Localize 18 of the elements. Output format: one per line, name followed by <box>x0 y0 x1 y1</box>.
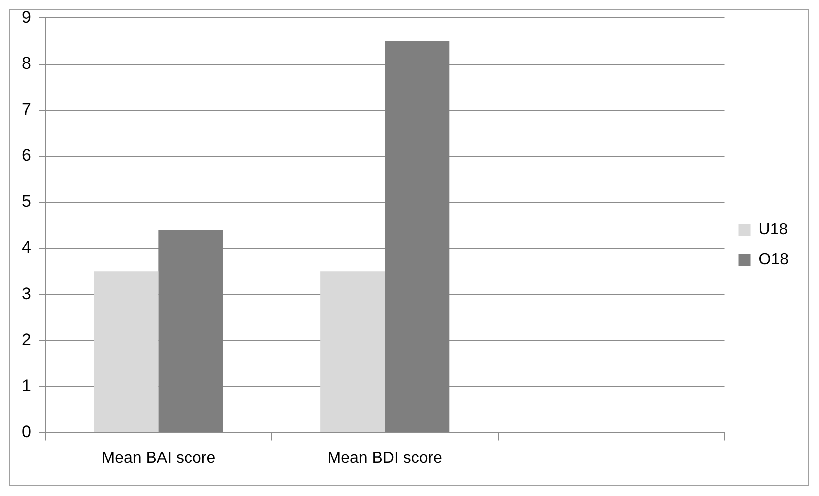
y-tick-label: 5 <box>22 192 32 212</box>
y-tick-label: 9 <box>22 8 32 27</box>
y-tick-label: 7 <box>22 100 32 120</box>
bar <box>158 230 224 432</box>
y-tick-label: 6 <box>22 146 32 166</box>
y-tick-label: 3 <box>22 284 32 304</box>
x-tick-label: Mean BDI score <box>328 450 443 467</box>
y-tick-label: 8 <box>22 54 32 73</box>
bar <box>94 272 159 432</box>
y-tick-label: 0 <box>22 422 32 442</box>
bar <box>385 41 450 432</box>
legend-label: O18 <box>758 251 790 268</box>
y-tick-label: 2 <box>22 330 32 350</box>
y-tick-label: 1 <box>22 376 32 396</box>
legend-label: U18 <box>758 221 788 238</box>
y-tick-label: 4 <box>22 238 32 258</box>
bar <box>320 272 386 432</box>
x-tick-label: Mean BAI score <box>102 450 216 467</box>
